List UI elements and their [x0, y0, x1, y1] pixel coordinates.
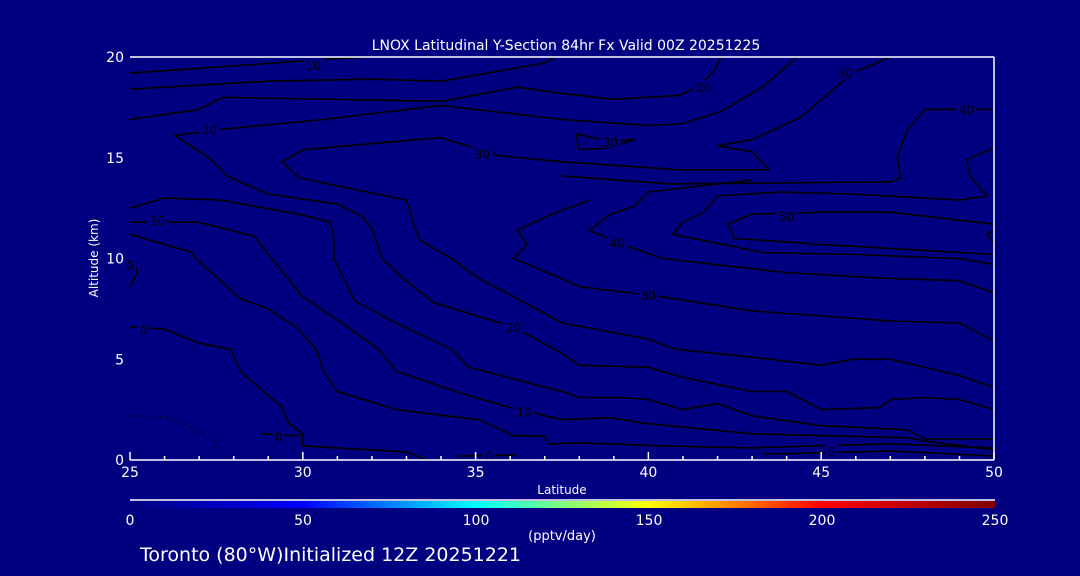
colorbar-ticks: 0 50 100 150 200 250: [126, 513, 1009, 529]
y-tick-label: 15: [106, 151, 124, 167]
footer-location-init: Toronto (80°W)Initialized 12Z 20251221: [139, 544, 521, 566]
contour-label: 0: [828, 445, 836, 459]
contour-label-gap: [472, 146, 493, 160]
contour-line-30: [281, 56, 995, 389]
contour-label-gap: [638, 287, 659, 301]
x-axis-ticks: 25 30 35 40 45 50: [121, 452, 1003, 481]
contour-label: 30: [838, 67, 853, 81]
contour-label-gap: [956, 102, 977, 116]
contour-line-10: [130, 221, 995, 451]
contour-label: 40: [610, 236, 625, 250]
contour-label-gap: [137, 322, 150, 336]
contour-label-gap: [693, 80, 714, 94]
contour-line-10: [129, 56, 372, 74]
contour-line: [129, 197, 994, 440]
contour-label: 10: [306, 59, 321, 73]
contour-line: [129, 233, 995, 449]
contour-label-gap: [513, 404, 534, 418]
colorbar-label: (pptv/day): [528, 529, 596, 544]
x-axis-label: Latitude: [537, 483, 586, 497]
y-tick-label: 5: [115, 352, 124, 368]
contour-label-gap: [483, 448, 496, 462]
colorbar-tick-label: 100: [463, 513, 490, 529]
contour-label-gap: [147, 213, 168, 227]
contour-label-gap: [600, 134, 621, 148]
contour-line-20: [174, 56, 995, 411]
contour-line-0: [133, 414, 218, 457]
contour-line-20: [129, 56, 556, 90]
contour-line-40: [561, 108, 994, 185]
contour-label: 0: [140, 323, 148, 337]
contour-label: 10: [150, 214, 165, 228]
contour-line-0: [762, 450, 995, 457]
contour-line-40: [671, 146, 995, 266]
x-tick-label: 40: [639, 465, 657, 481]
x-tick-label: 30: [294, 465, 312, 481]
y-tick-label: 20: [106, 50, 124, 66]
contour-label: 0: [126, 259, 134, 273]
contour-label-gap: [199, 122, 220, 136]
contour-label-gap: [776, 209, 797, 223]
x-tick-label: 45: [812, 465, 830, 481]
contour-line-40: [588, 179, 995, 294]
contour-label: 30: [475, 148, 490, 162]
contour-label: 20: [506, 321, 521, 335]
y-tick-label: 10: [106, 252, 124, 268]
contour-line-50: [727, 211, 995, 256]
contour-label: 0: [275, 430, 283, 444]
contour-line-0: [129, 326, 428, 461]
contour-label-gap: [607, 235, 628, 249]
colorbar: [130, 501, 995, 508]
x-tick-label: 35: [467, 465, 485, 481]
colorbar-tick-label: 150: [636, 513, 663, 529]
chart-title: LNOX Latitudinal Y-Section 84hr Fx Valid…: [372, 38, 761, 54]
contour-labels: 10 20 20 30 30 30 40 50 40 10 0 30 20 0 10 0 0 0: [124, 58, 977, 464]
contour-label: 30: [603, 136, 618, 150]
contour-label-gap: [272, 428, 285, 442]
y-tick-label: 0: [115, 453, 124, 469]
x-tick-label: 50: [985, 465, 1003, 481]
contour-label: 40: [959, 103, 974, 117]
contour-line-30: [512, 199, 995, 342]
contour-label-gap: [124, 257, 136, 271]
colorbar-tick-label: 200: [809, 513, 836, 529]
colorbar-tick-label: 0: [126, 513, 135, 529]
contour-label: 10: [516, 406, 531, 420]
contour-lines: [129, 56, 995, 461]
contour-label-gap: [503, 320, 524, 334]
contour-label-gap: [835, 66, 856, 80]
contour-label: 50: [779, 210, 794, 224]
contour-label: 0: [486, 450, 494, 464]
contour-label-gap: [303, 58, 324, 72]
x-tick-label: 25: [121, 465, 139, 481]
contour-line-50: [986, 229, 995, 243]
colorbar-tick-label: 250: [982, 513, 1009, 529]
y-axis-ticks: 0 5 10 15 20: [106, 50, 124, 469]
contour-label: 30: [641, 289, 656, 303]
colorbar-tick-label: 50: [294, 513, 312, 529]
y-axis-label: Altitude (km): [87, 219, 101, 298]
contour-label: 20: [202, 124, 217, 138]
contour-label-gap: [825, 443, 838, 457]
contour-label: 20: [696, 81, 711, 95]
